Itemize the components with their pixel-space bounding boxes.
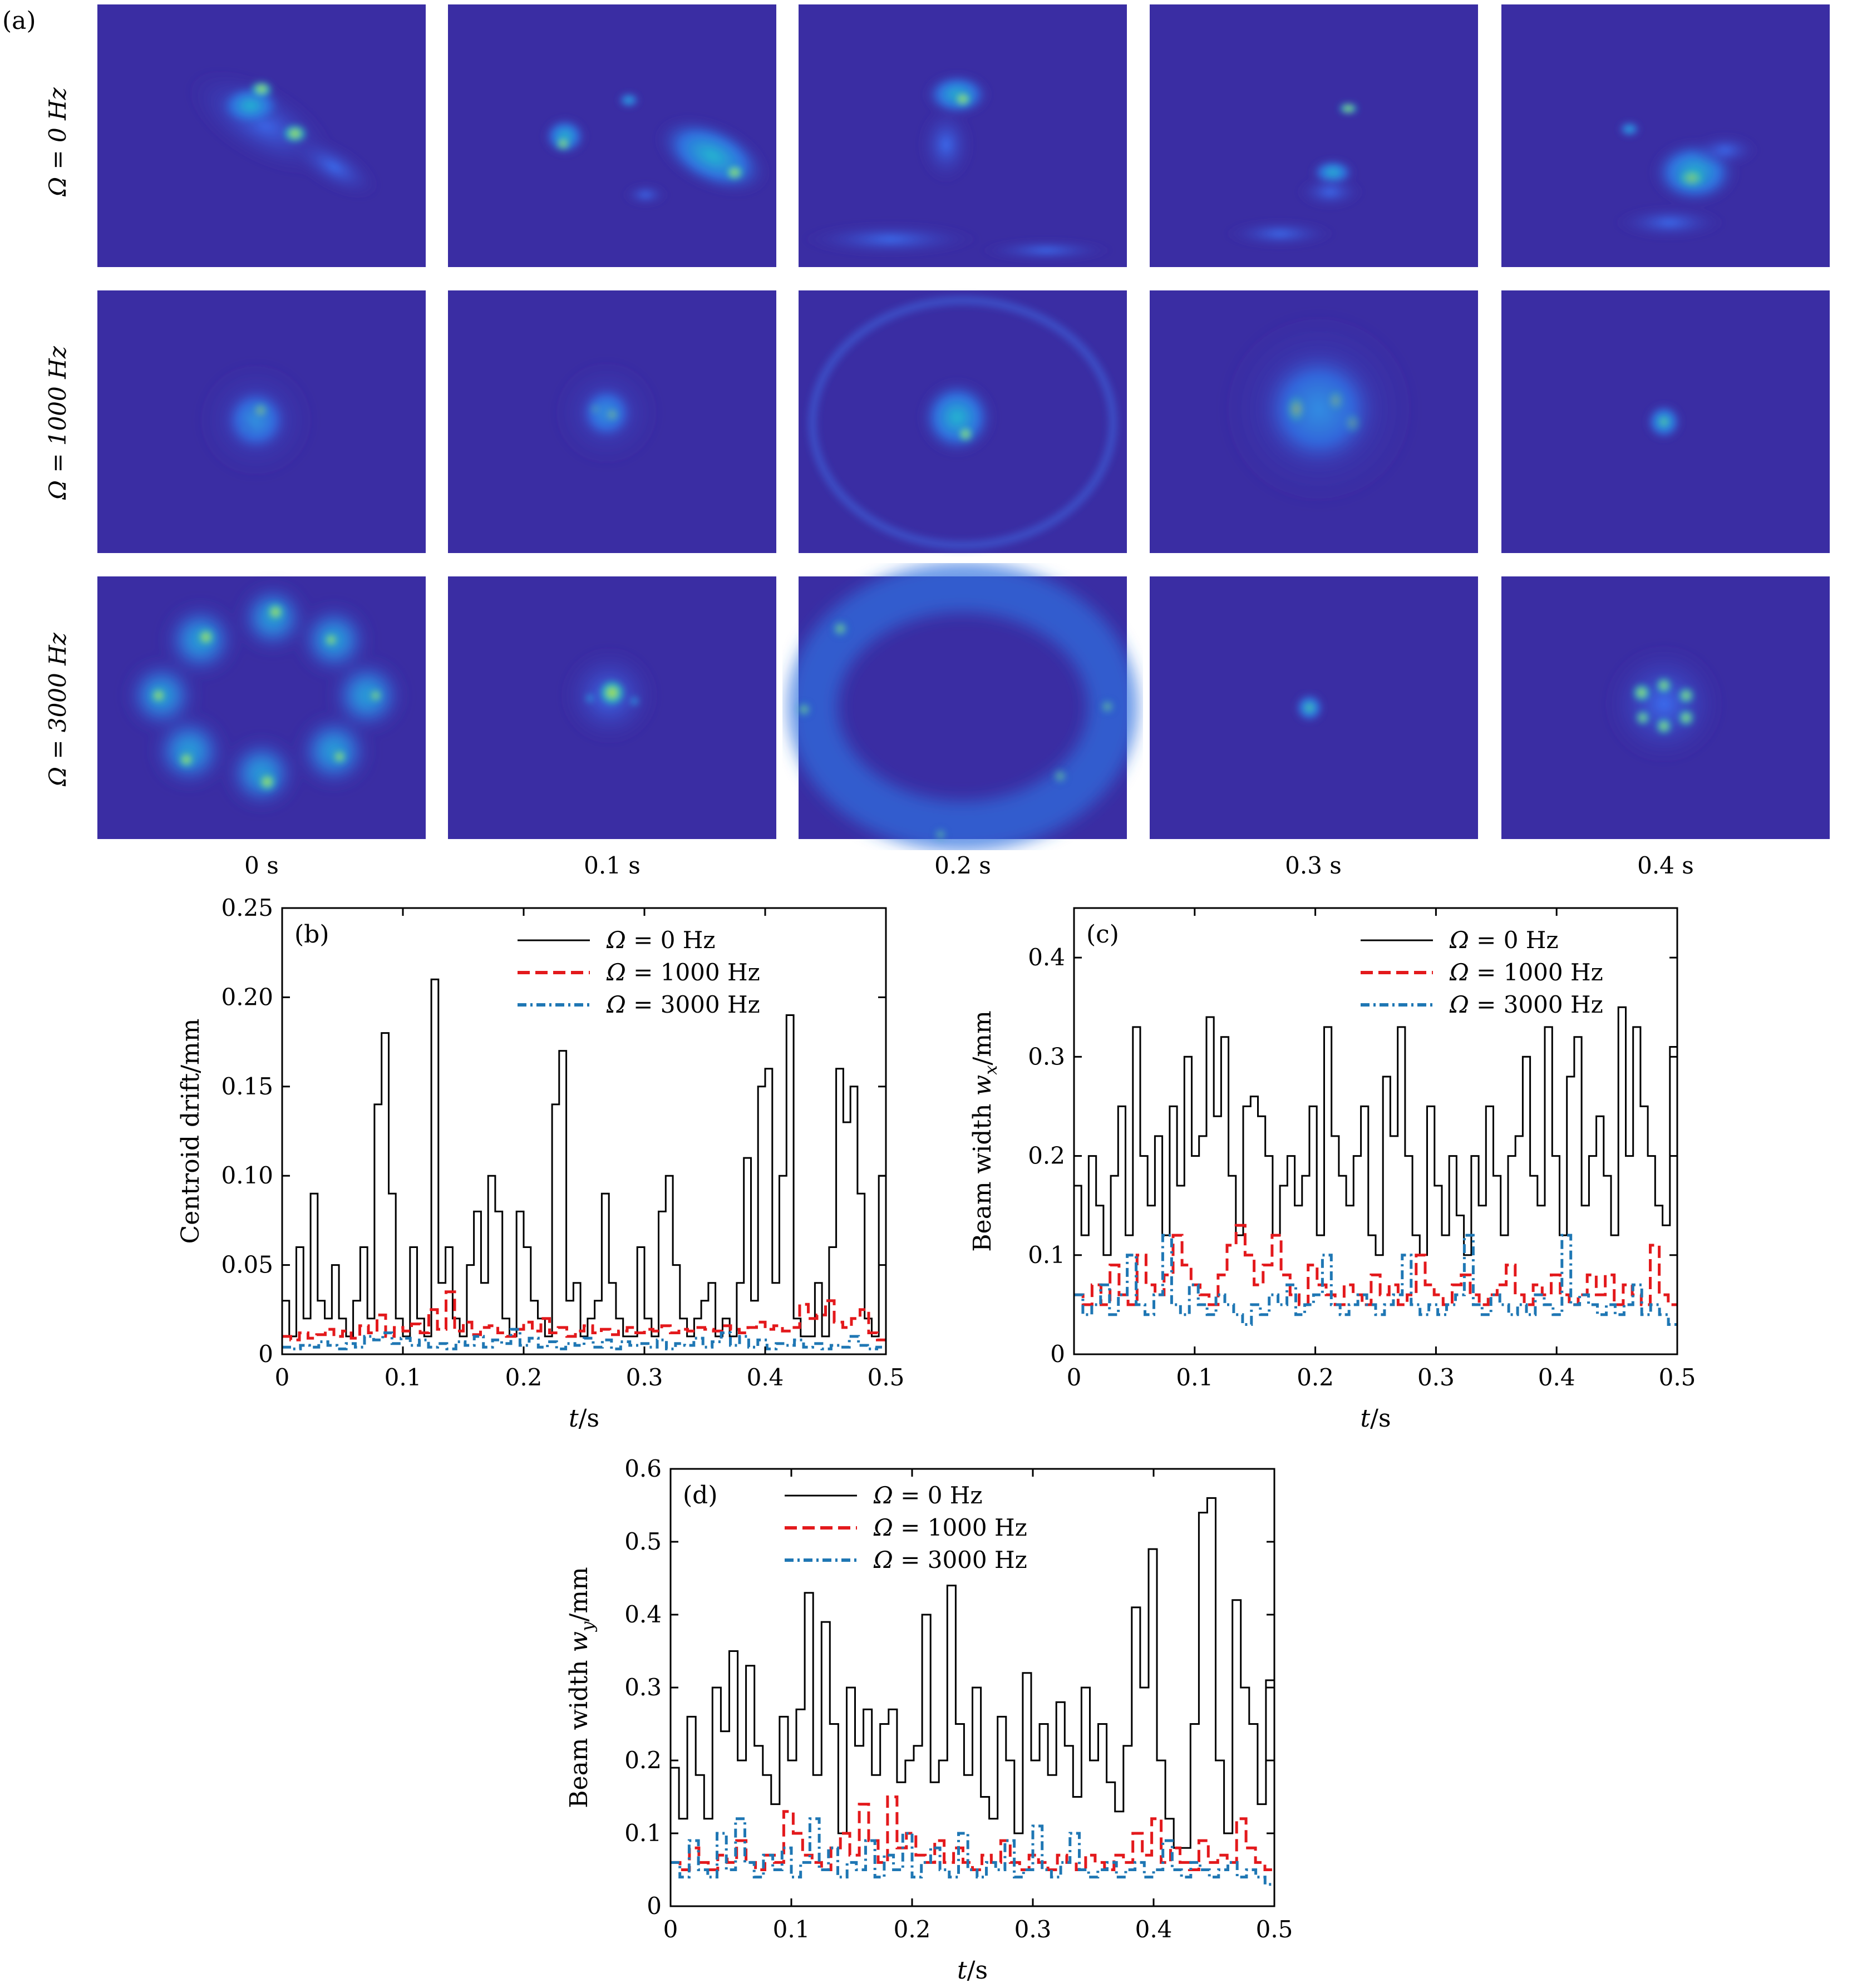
x-tick-label: 0.1 xyxy=(773,1916,810,1943)
y-tick-label: 0.1 xyxy=(1028,1241,1065,1269)
y-tick-label: 0.6 xyxy=(624,1455,662,1482)
plot-frame xyxy=(1073,907,1678,1355)
x-tick-label: 0 xyxy=(1067,1364,1082,1391)
x-tick-label: 0.2 xyxy=(894,1916,931,1943)
chart-d: 0 0.1 0.2 0.3 0.4 0.5 0 0.1 0.2 0.3 0.4 0.5 0.6 (d) t/… xyxy=(565,1455,1293,1985)
y-tick-label: 0.05 xyxy=(221,1251,273,1279)
x-tick-label: 0.3 xyxy=(1014,1916,1052,1943)
col-label-3: 0.3 s xyxy=(1285,852,1342,879)
y-tick-label: 0 xyxy=(258,1340,273,1368)
tile-r2-c0 xyxy=(97,576,426,839)
y-axis-label: Beam width wx​/mm xyxy=(968,1010,1001,1252)
tile-r0-c3 xyxy=(1150,4,1478,267)
y-tick-label: 0.20 xyxy=(221,983,273,1010)
legend-label: Ω = 3000 Hz xyxy=(606,991,760,1018)
legend-label: Ω = 1000 Hz xyxy=(1449,959,1603,986)
series-line-d-1 xyxy=(671,1795,1274,1871)
y-axis-label: Centroid drift/mm xyxy=(176,1019,205,1244)
tile-r1-c1 xyxy=(448,290,776,553)
series-line-d-0 xyxy=(671,1497,1274,1849)
series-line-b-1 xyxy=(282,1290,886,1341)
x-axis-label: t/s xyxy=(569,1404,599,1433)
tile-r2-c1 xyxy=(448,576,776,839)
chart-b: 0 0.1 0.2 0.3 0.4 0.5 0 0.05 0.10 0.15 0.20 0.25 (b)… xyxy=(176,894,904,1433)
x-tick-label: 0.4 xyxy=(747,1364,784,1391)
x-tick-label: 0 xyxy=(275,1364,290,1391)
x-axis-label: t/s xyxy=(1360,1404,1391,1433)
legend-label: Ω = 3000 Hz xyxy=(873,1546,1027,1573)
legend-label: Ω = 1000 Hz xyxy=(606,959,760,986)
panel-a-label: (a) xyxy=(2,7,36,35)
legend-label: Ω = 0 Hz xyxy=(606,926,716,954)
row-label-0: Ω = 0 Hz xyxy=(44,87,71,196)
tile-r1-c3 xyxy=(1150,290,1478,553)
x-tick-label: 0.1 xyxy=(1176,1364,1213,1391)
tile-r1-c4 xyxy=(1501,290,1830,553)
y-tick-label: 0.5 xyxy=(624,1528,662,1555)
col-label-0: 0 s xyxy=(244,852,279,879)
x-tick-label: 0.2 xyxy=(505,1364,543,1391)
series-line-b-0 xyxy=(282,978,886,1338)
tile-r2-c2 xyxy=(787,562,1138,851)
y-tick-label: 0.2 xyxy=(624,1747,662,1774)
tile-r0-c4 xyxy=(1501,4,1830,267)
x-tick-label: 0.1 xyxy=(385,1364,422,1391)
tile-r1-c0 xyxy=(97,290,426,553)
col-label-2: 0.2 s xyxy=(934,852,991,879)
y-tick-label: 0.10 xyxy=(221,1162,273,1189)
legend-label: Ω = 0 Hz xyxy=(1449,926,1559,954)
y-tick-label: 0.25 xyxy=(221,894,273,921)
legend-label: Ω = 1000 Hz xyxy=(873,1514,1027,1541)
x-tick-label: 0.5 xyxy=(1256,1916,1293,1943)
panel-a: (a) Ω = 0 Hz Ω = 1000 Hz Ω = 3000 Hz 0 s… xyxy=(2,4,1830,879)
x-tick-label: 0.3 xyxy=(626,1364,663,1391)
y-tick-label: 0 xyxy=(1050,1340,1065,1368)
x-tick-label: 0.3 xyxy=(1417,1364,1455,1391)
x-tick-label: 0 xyxy=(663,1916,678,1943)
x-tick-label: 0.5 xyxy=(868,1364,905,1391)
y-tick-label: 0.2 xyxy=(1028,1142,1065,1170)
row-label-1: Ω = 1000 Hz xyxy=(44,346,71,500)
chart-c: 0 0.1 0.2 0.3 0.4 0.5 0 0.1 0.2 0.3 0.4 (c) t/s Beam … xyxy=(968,907,1696,1433)
tile-r2-c4 xyxy=(1501,576,1830,839)
col-label-1: 0.1 s xyxy=(584,852,641,879)
tile-r1-c2 xyxy=(799,290,1127,553)
y-tick-label: 0 xyxy=(647,1892,662,1920)
y-tick-label: 0.3 xyxy=(1028,1043,1065,1070)
series-line-c-0 xyxy=(1074,1006,1677,1256)
tile-r2-c3 xyxy=(1150,576,1478,839)
panel-label: (c) xyxy=(1086,920,1119,949)
y-tick-label: 0.3 xyxy=(624,1674,662,1701)
x-tick-label: 0.4 xyxy=(1135,1916,1173,1943)
legend-label: Ω = 3000 Hz xyxy=(1449,991,1603,1018)
legend-label: Ω = 0 Hz xyxy=(873,1482,983,1509)
tile-r0-c1 xyxy=(448,4,776,267)
y-axis-label: Beam width wy​/mm xyxy=(565,1567,598,1808)
tile-r0-c0 xyxy=(97,4,426,267)
plot-frame xyxy=(281,907,887,1355)
y-tick-label: 0.15 xyxy=(221,1073,273,1100)
series-line-c-2 xyxy=(1074,1234,1677,1326)
x-axis-label: t/s xyxy=(957,1956,988,1985)
y-tick-label: 0.4 xyxy=(624,1601,662,1628)
x-tick-label: 0.2 xyxy=(1297,1364,1334,1391)
series-line-d-2 xyxy=(671,1817,1274,1886)
col-label-4: 0.4 s xyxy=(1637,852,1694,879)
y-tick-label: 0.4 xyxy=(1028,944,1065,971)
x-tick-label: 0.4 xyxy=(1538,1364,1575,1391)
tile-r0-c2 xyxy=(799,4,1127,267)
row-label-2: Ω = 3000 Hz xyxy=(44,632,71,787)
panel-label: (b) xyxy=(294,920,329,949)
x-tick-label: 0.5 xyxy=(1659,1364,1696,1391)
panel-label: (d) xyxy=(683,1481,718,1510)
y-tick-label: 0.1 xyxy=(624,1819,662,1847)
